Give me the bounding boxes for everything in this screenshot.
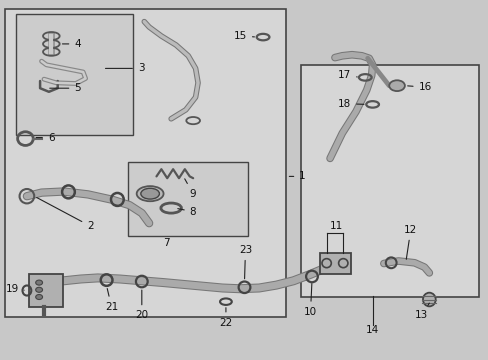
- Text: 12: 12: [403, 225, 417, 259]
- Text: 13: 13: [414, 303, 428, 320]
- Text: 15: 15: [233, 31, 254, 41]
- Text: 4: 4: [62, 39, 81, 49]
- Text: 20: 20: [135, 290, 148, 320]
- Circle shape: [36, 294, 42, 300]
- Text: 11: 11: [329, 221, 343, 231]
- Text: 3: 3: [105, 63, 144, 73]
- Bar: [29, 274, 62, 307]
- Circle shape: [36, 287, 42, 292]
- Circle shape: [36, 280, 42, 285]
- Text: 21: 21: [104, 289, 118, 312]
- Text: 18: 18: [337, 99, 363, 109]
- Text: 22: 22: [219, 308, 232, 328]
- Text: 9: 9: [184, 179, 196, 199]
- Bar: [300, 65, 478, 297]
- Text: 5: 5: [50, 83, 81, 93]
- Text: 14: 14: [365, 325, 379, 336]
- Bar: [320, 253, 350, 274]
- Ellipse shape: [422, 293, 435, 306]
- Text: 16: 16: [407, 82, 431, 92]
- Bar: [5, 9, 285, 317]
- Text: 2: 2: [37, 198, 94, 231]
- Ellipse shape: [137, 186, 163, 201]
- Bar: [16, 14, 133, 135]
- Text: 10: 10: [304, 284, 316, 317]
- Text: 8: 8: [178, 207, 196, 217]
- Text: 23: 23: [238, 245, 252, 279]
- Text: 17: 17: [337, 70, 356, 80]
- Bar: [128, 162, 247, 236]
- Text: 19: 19: [5, 284, 24, 294]
- Ellipse shape: [141, 188, 159, 199]
- Text: 1: 1: [289, 171, 305, 181]
- Ellipse shape: [388, 80, 404, 91]
- Text: 7: 7: [163, 238, 169, 248]
- Text: 6: 6: [36, 132, 55, 143]
